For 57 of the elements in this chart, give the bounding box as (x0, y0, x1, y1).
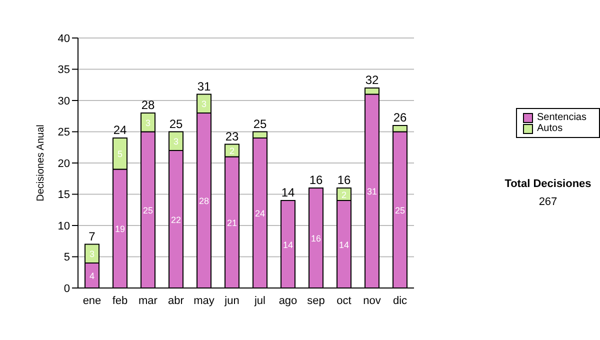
x-tick-label: dic (392, 294, 408, 307)
y-tick-label: 30 (58, 95, 70, 108)
legend-label: Autos (537, 123, 563, 134)
data-label: 3 (201, 99, 207, 110)
total-label: 24 (113, 123, 127, 137)
y-tick-label: 10 (58, 220, 70, 232)
data-label: 21 (226, 218, 238, 228)
data-label: 4 (89, 271, 95, 281)
data-label: 22 (170, 214, 182, 225)
total-label: 28 (141, 98, 155, 112)
total-label: 16 (337, 173, 351, 187)
x-tick-label: nov (363, 294, 382, 307)
x-tick-label: oct (336, 294, 352, 307)
text: Total Decisiones (504, 178, 592, 190)
y-axis-title: Decisiones Anual (36, 124, 47, 202)
total-label: 25 (253, 116, 267, 131)
data-label: 16 (310, 234, 322, 244)
data-label: 2 (341, 190, 347, 200)
x-tick-label: feb (112, 294, 128, 307)
x-tick-label: abr (168, 294, 184, 307)
total-label: 7 (88, 229, 96, 244)
data-label: 24 (254, 208, 266, 218)
data-label: 5 (117, 149, 123, 160)
data-label: 25 (394, 205, 406, 216)
data-label: 2 (229, 146, 235, 156)
data-label: 3 (173, 136, 179, 147)
x-tick-label: jul (253, 294, 266, 307)
y-tick-label: 25 (58, 126, 70, 139)
data-label: 14 (338, 240, 350, 250)
data-label: 3 (89, 249, 95, 260)
data-label: 3 (145, 118, 151, 128)
x-tick-label: mar (138, 294, 158, 307)
total-label: 16 (309, 173, 323, 187)
total-label: 31 (197, 79, 211, 94)
legend-label: Sentencias (537, 112, 586, 123)
data-label: 28 (198, 196, 210, 206)
text: 267 (538, 196, 558, 208)
total-label: 25 (169, 116, 183, 131)
x-tick-label: jun (224, 294, 240, 307)
y-tick-label: 5 (64, 252, 70, 264)
data-label: 14 (282, 240, 294, 250)
total-label: 23 (225, 129, 239, 144)
x-tick-label: ago (278, 294, 298, 307)
data-label: 25 (142, 205, 154, 216)
y-tick-label: 40 (58, 32, 70, 45)
total-label: 26 (393, 110, 407, 124)
total-label: 14 (281, 186, 295, 200)
x-tick-label: sep (307, 294, 325, 307)
data-label: 19 (114, 224, 126, 234)
total-label: 32 (365, 73, 379, 87)
data-label: 31 (366, 186, 378, 197)
x-tick-label: may (194, 294, 215, 307)
x-tick-label: ene (82, 294, 102, 307)
y-tick-label: 20 (58, 158, 70, 170)
y-tick-label: 0 (64, 282, 70, 295)
y-tick-label: 15 (58, 189, 70, 202)
y-tick-label: 35 (58, 64, 70, 76)
